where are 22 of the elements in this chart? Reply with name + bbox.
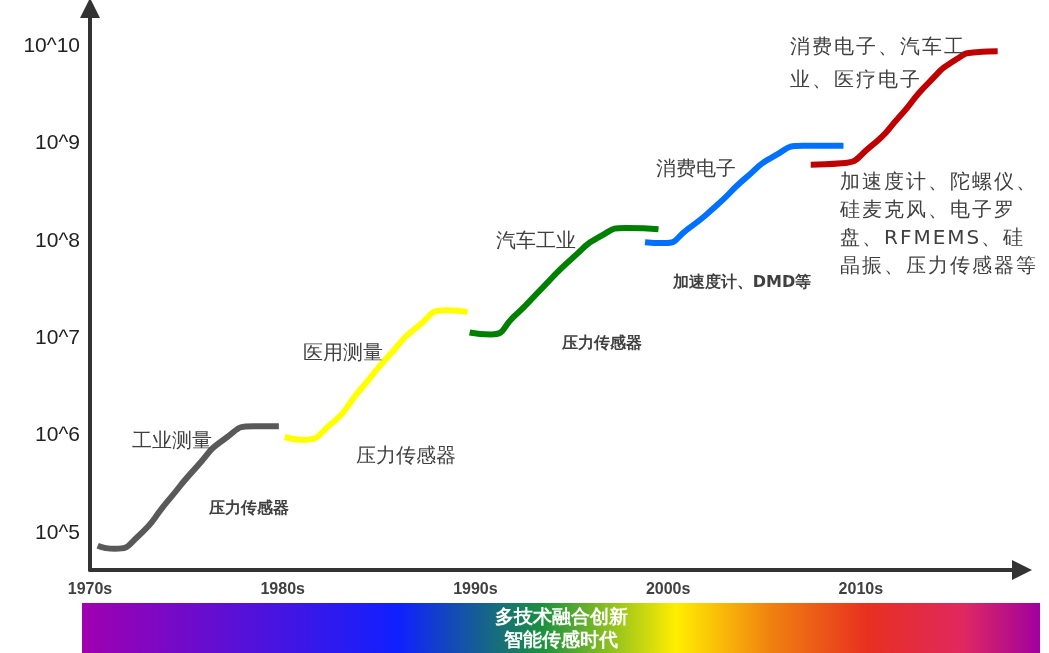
y-tick-label: 10^10	[23, 32, 80, 56]
annotation: 医用测量	[303, 338, 383, 366]
y-tick-label: 10^9	[35, 130, 80, 154]
x-tick-label: 1980s	[260, 579, 306, 597]
y-tick-label: 10^8	[35, 227, 80, 251]
annotation: 汽车工业	[496, 226, 576, 254]
y-tick-label: 10^6	[35, 422, 80, 446]
x-tick-label: 2010s	[838, 579, 884, 597]
annotation: 压力传感器	[356, 441, 456, 469]
x-tick-label: 2000s	[645, 579, 691, 597]
annotation: 消费电子、汽车工业、医疗电子	[790, 33, 967, 93]
annotation: 压力传感器	[209, 497, 289, 519]
y-tick-label: 10^5	[35, 519, 80, 543]
annotation: 工业测量	[132, 426, 212, 454]
annotation: 加速度计、陀螺仪、硅麦克风、电子罗盘、RFMEMS、硅晶振、压力传感器等	[840, 168, 1039, 279]
x-tick-label: 1970s	[67, 579, 113, 597]
y-tick-label: 10^7	[35, 324, 80, 348]
x-tick-label: 1990s	[453, 579, 498, 597]
rainbow-gradient-strip: 多技术融合创新 智能传感时代	[82, 603, 1040, 653]
annotation: 消费电子	[656, 154, 736, 182]
annotation: 加速度计、DMD等	[672, 271, 812, 293]
annotation: 压力传感器	[562, 332, 642, 354]
